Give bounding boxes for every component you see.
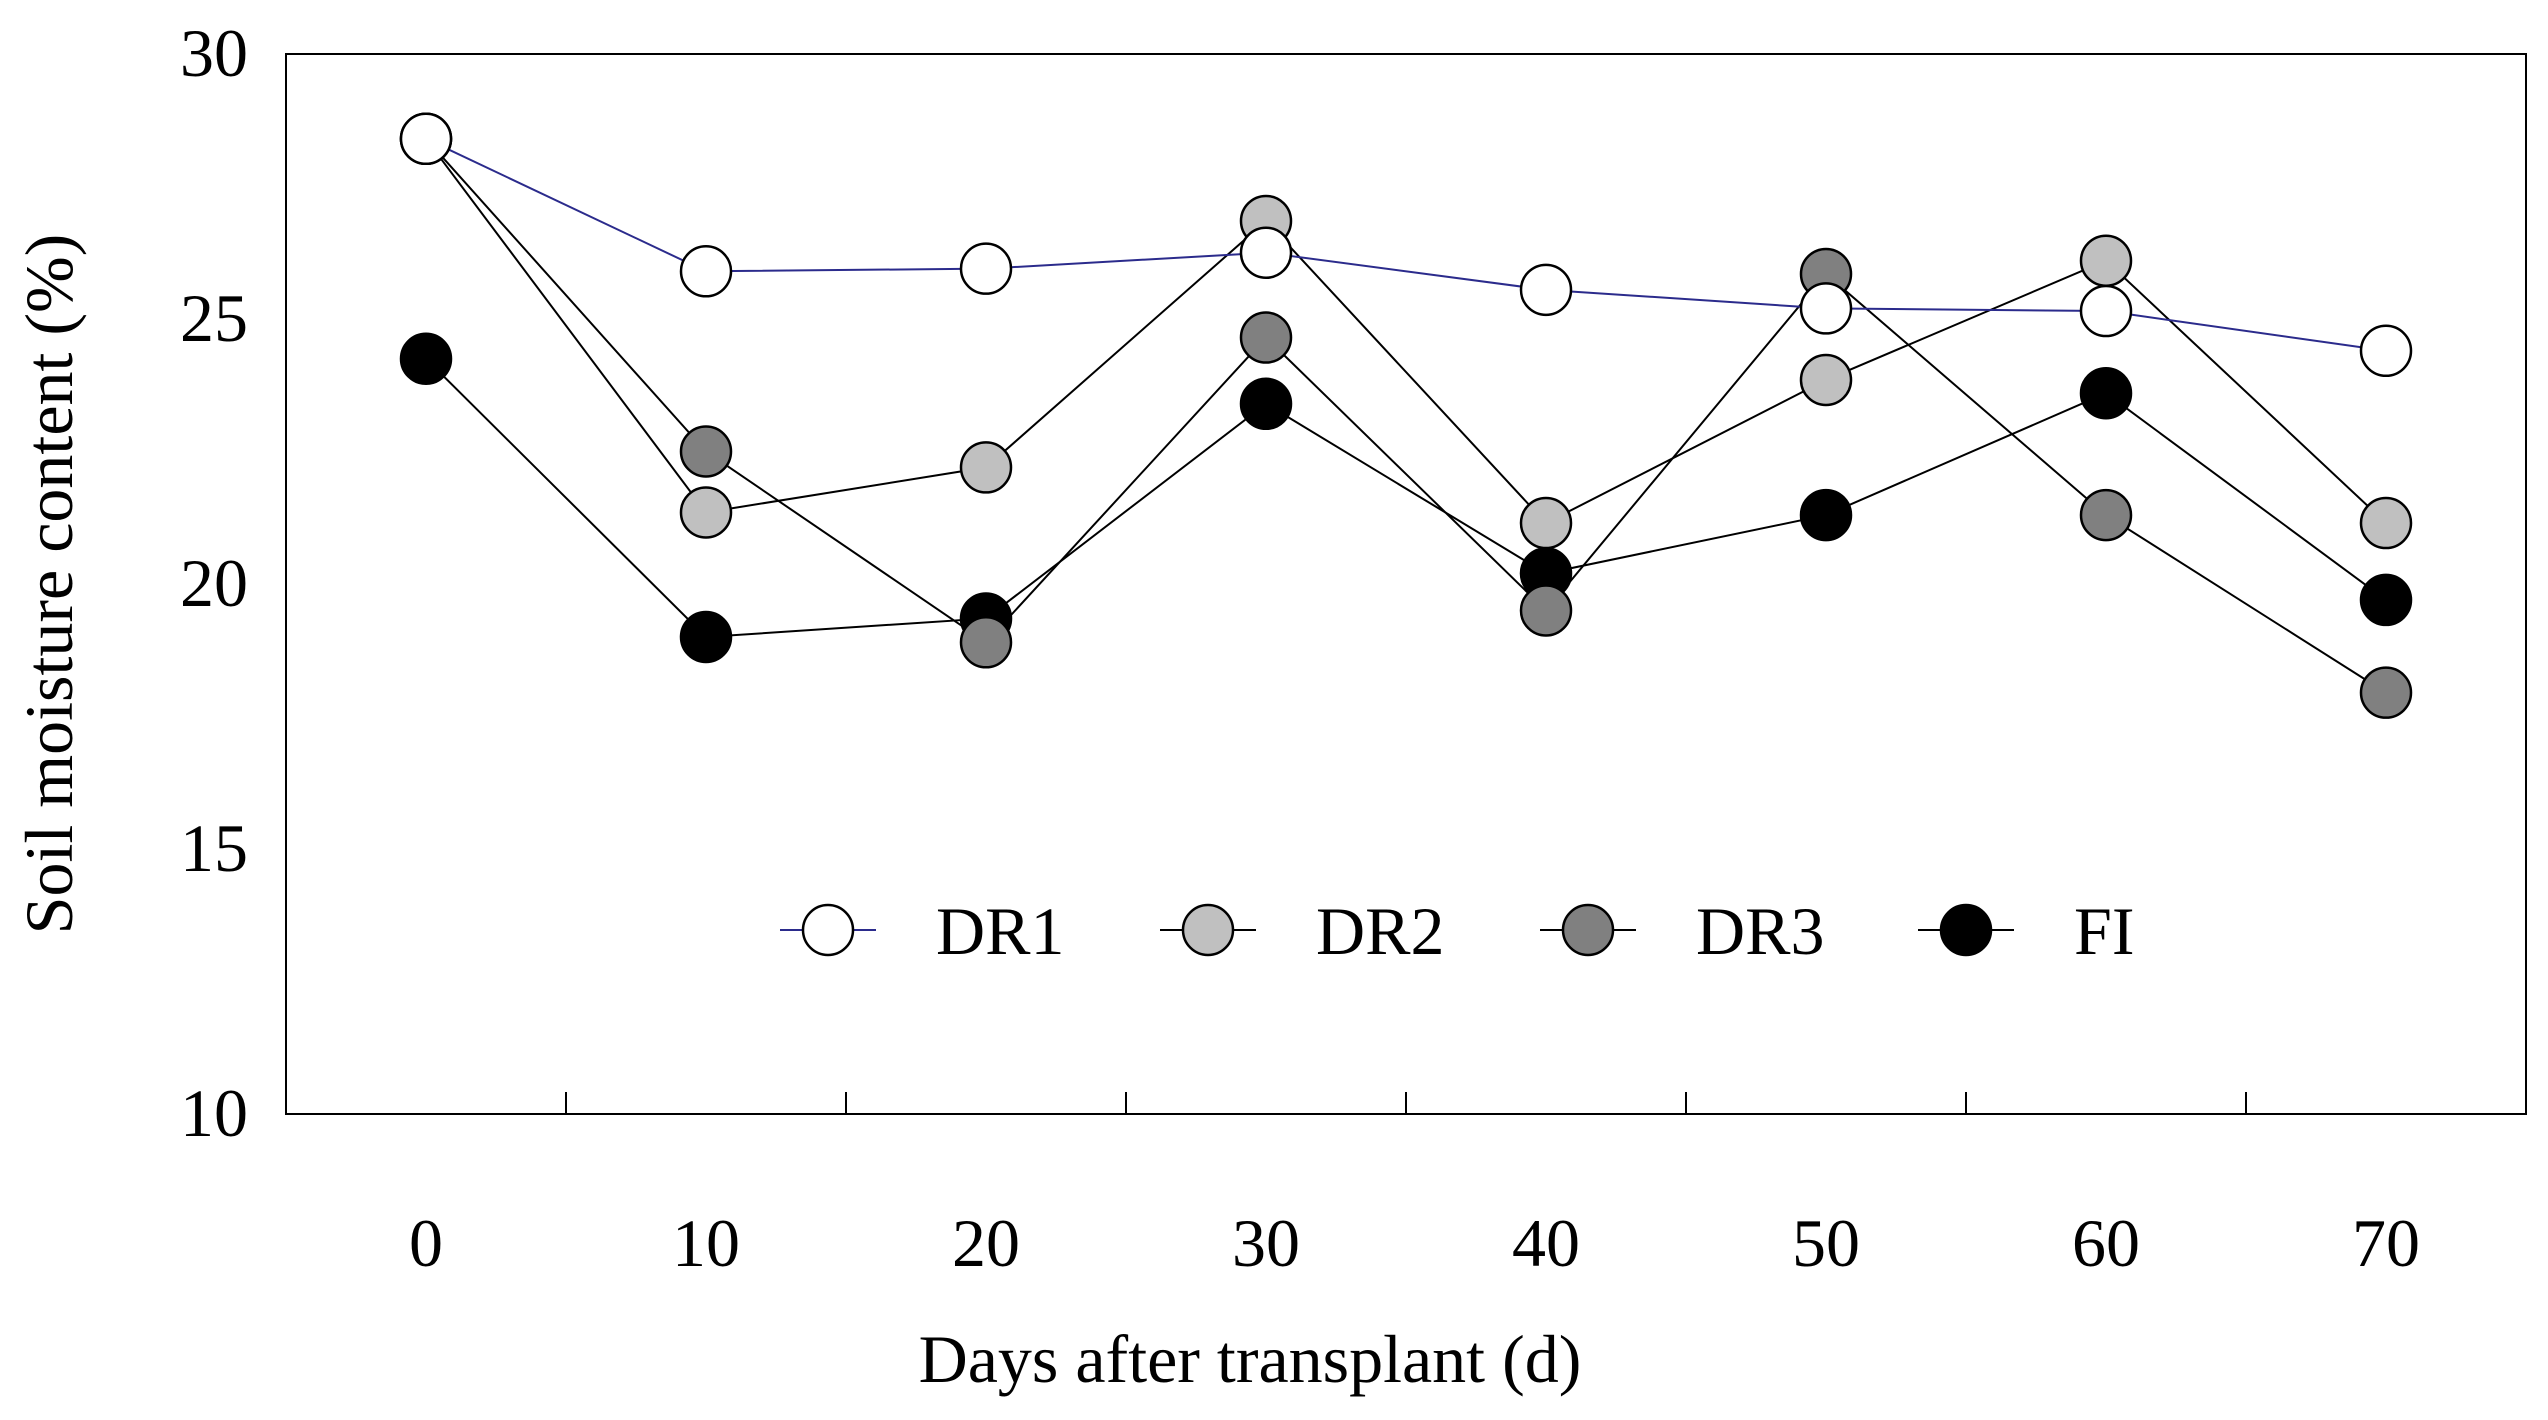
legend-marker-dr1 bbox=[801, 903, 855, 957]
data-point-dr2 bbox=[1799, 353, 1853, 407]
y-axis-tick-labels: 10 15 20 25 30 bbox=[180, 15, 248, 1151]
legend-label-dr1: DR1 bbox=[936, 893, 1064, 969]
legend-marker-dr3 bbox=[1561, 903, 1615, 957]
legend-marker-fi bbox=[1939, 903, 1993, 957]
data-point-dr3 bbox=[679, 425, 733, 478]
data-point-fi bbox=[2079, 366, 2133, 420]
series-layer bbox=[399, 112, 2413, 719]
data-point-dr3 bbox=[1519, 584, 1573, 637]
data-point-dr1 bbox=[2359, 324, 2413, 378]
legend-label-dr2: DR2 bbox=[1316, 893, 1444, 969]
x-tick-label: 40 bbox=[1512, 1205, 1580, 1281]
legend-marker-dr2 bbox=[1181, 903, 1235, 957]
data-point-dr1 bbox=[1519, 263, 1573, 317]
data-point-fi bbox=[399, 332, 453, 385]
data-point-fi bbox=[1239, 377, 1293, 431]
x-tick-label: 0 bbox=[409, 1205, 443, 1281]
data-point-dr3 bbox=[959, 616, 1013, 669]
data-point-fi bbox=[2359, 573, 2413, 627]
data-point-fi bbox=[679, 610, 733, 664]
data-point-dr2 bbox=[2359, 496, 2413, 550]
x-axis-ticks bbox=[565, 1092, 2247, 1114]
series-line-dr3 bbox=[425, 138, 2387, 694]
data-point-dr2 bbox=[679, 486, 733, 539]
data-point-dr2 bbox=[1519, 496, 1573, 550]
y-tick-label: 20 bbox=[180, 545, 248, 621]
x-tick-label: 30 bbox=[1232, 1205, 1300, 1281]
data-point-dr1 bbox=[1239, 226, 1293, 279]
plot-area bbox=[285, 53, 2527, 1115]
y-tick-label: 30 bbox=[180, 15, 248, 91]
data-point-fi bbox=[1799, 488, 1853, 542]
x-tick-label: 50 bbox=[1792, 1205, 1860, 1281]
data-point-dr1 bbox=[2079, 284, 2133, 338]
data-point-dr1 bbox=[399, 112, 453, 166]
data-point-dr1 bbox=[1799, 282, 1853, 335]
x-axis-tick-labels: 0 10 20 30 40 50 60 70 bbox=[409, 1205, 2420, 1281]
y-tick-label: 15 bbox=[180, 810, 248, 886]
x-tick-label: 60 bbox=[2072, 1205, 2140, 1281]
legend-label-fi: FI bbox=[2074, 893, 2134, 969]
y-axis-title: Soil moisture content (%) bbox=[11, 234, 87, 935]
series-line-dr1 bbox=[425, 137, 2387, 352]
data-point-dr3 bbox=[2079, 488, 2133, 542]
x-tick-label: 70 bbox=[2352, 1205, 2420, 1281]
x-tick-label: 10 bbox=[672, 1205, 740, 1281]
x-axis-title: Days after transplant (d) bbox=[919, 1321, 1582, 1397]
data-point-dr1 bbox=[959, 242, 1013, 295]
data-point-dr2 bbox=[2079, 234, 2133, 287]
series-line-dr2 bbox=[425, 138, 2387, 525]
x-tick-label: 20 bbox=[952, 1205, 1020, 1281]
series-line-fi bbox=[425, 358, 2387, 639]
y-tick-label: 10 bbox=[180, 1075, 248, 1151]
data-point-dr3 bbox=[1239, 311, 1293, 364]
y-tick-label: 25 bbox=[180, 280, 248, 356]
legend-label-dr3: DR3 bbox=[1696, 893, 1824, 969]
data-point-dr3 bbox=[2359, 666, 2413, 719]
legend: DR1 DR2 DR3 FI bbox=[780, 893, 2134, 969]
data-point-dr1 bbox=[679, 245, 733, 298]
data-point-dr2 bbox=[959, 441, 1013, 494]
